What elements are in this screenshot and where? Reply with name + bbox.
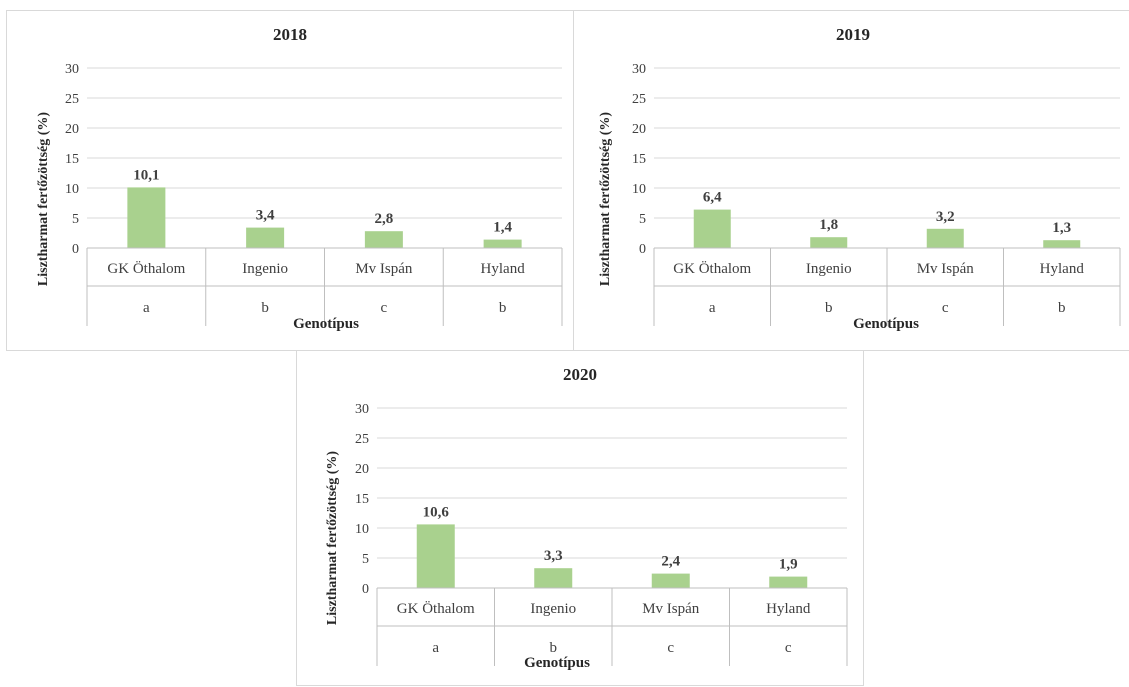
y-tick-label: 10 <box>355 522 369 537</box>
y-tick-label: 10 <box>65 182 79 197</box>
y-tick-label: 0 <box>72 242 79 257</box>
y-tick-label: 20 <box>355 462 369 477</box>
y-tick-label: 5 <box>362 552 369 567</box>
y-tick-label: 0 <box>362 582 369 597</box>
x-tick-label: Mv Ispán <box>642 601 700 617</box>
bar <box>1043 240 1081 248</box>
x-tick-label: Mv Ispán <box>917 261 975 277</box>
bar <box>926 228 964 248</box>
x-tick-label: Ingenio <box>530 601 576 617</box>
x-tick-label: Hyland <box>766 601 811 617</box>
y-tick-label: 15 <box>632 152 646 167</box>
bar-chart-2018: 0 5 10 15 20 25 30 10,1 3,4 2,8 1,4 GK Öthalom a Inge… <box>65 62 563 326</box>
y-axis-title: Lisztharmat fertőzöttség (%) <box>36 111 51 287</box>
y-tick-label: 5 <box>639 212 646 227</box>
data-label: 2,8 <box>375 211 394 227</box>
chart-title: 2019 <box>836 25 870 44</box>
x-axis-title: Genotípus <box>853 316 919 332</box>
bar <box>364 231 403 248</box>
data-label: 10,6 <box>423 504 450 520</box>
y-tick-label: 30 <box>355 402 369 417</box>
y-tick-label: 0 <box>639 242 646 257</box>
y-tick-label: 30 <box>65 62 79 77</box>
y-tick-label: 25 <box>355 432 369 447</box>
data-label: 1,9 <box>779 557 798 573</box>
group-letter: b <box>825 300 833 316</box>
data-label: 3,3 <box>544 548 563 564</box>
x-tick-label: Hyland <box>1040 261 1085 277</box>
bar <box>810 237 848 248</box>
y-tick-label: 25 <box>632 92 646 107</box>
y-tick-label: 10 <box>632 182 646 197</box>
y-axis-title: Lisztharmat fertőzöttség (%) <box>325 450 340 626</box>
group-letter: c <box>785 640 792 656</box>
data-label: 3,2 <box>936 209 955 225</box>
y-tick-label: 15 <box>65 152 79 167</box>
y-tick-label: 30 <box>632 62 646 77</box>
chart-panel-2018: 2018 0 5 10 15 20 25 30 10,1 3,4 2,8 1,4 GK Öthalom… <box>6 10 574 351</box>
bar <box>651 573 690 588</box>
x-tick-label: GK Öthalom <box>107 260 185 277</box>
y-tick-label: 5 <box>72 212 79 227</box>
x-tick-label: GK Öthalom <box>673 260 751 277</box>
chart-panel-2019: 2019 0 5 10 15 20 25 30 6,4 1,8 3,2 1,3 GK Öthalom a… <box>573 10 1129 351</box>
bar <box>534 568 573 588</box>
chart-panel-2020: 2020 0 5 10 15 20 25 30 10,6 3,3 2,4 1,9 GK Öthalom… <box>296 350 864 686</box>
data-label: 1,3 <box>1052 220 1071 236</box>
x-tick-label: Mv Ispán <box>355 261 413 277</box>
group-letter: a <box>709 300 716 316</box>
bar-chart-2020: 0 5 10 15 20 25 30 10,6 3,3 2,4 1,9 GK Öthalom a Inge… <box>355 402 848 666</box>
y-tick-label: 15 <box>355 492 369 507</box>
x-axis-title: Genotípus <box>293 316 359 332</box>
bar-chart-2019: 0 5 10 15 20 25 30 6,4 1,8 3,2 1,3 GK Öthalom a Ingen… <box>632 62 1121 326</box>
group-letter: b <box>550 640 558 656</box>
bar <box>483 239 522 248</box>
data-label: 1,4 <box>493 220 512 236</box>
x-tick-label: Ingenio <box>806 261 852 277</box>
group-letter: b <box>261 300 269 316</box>
group-letter: c <box>381 300 388 316</box>
bar <box>127 187 166 248</box>
chart-title: 2018 <box>273 25 307 44</box>
bar <box>246 227 285 248</box>
chart-title: 2020 <box>563 365 597 384</box>
y-tick-label: 20 <box>632 122 646 137</box>
x-tick-label: Ingenio <box>242 261 288 277</box>
x-axis-title: Genotípus <box>524 655 590 671</box>
data-label: 10,1 <box>133 167 159 183</box>
x-tick-label: GK Öthalom <box>397 600 475 617</box>
bar <box>769 576 808 588</box>
group-letter: a <box>432 640 439 656</box>
group-letter: c <box>667 640 674 656</box>
data-label: 1,8 <box>819 217 838 233</box>
y-axis-title: Lisztharmat fertőzöttség (%) <box>598 111 613 287</box>
data-label: 2,4 <box>661 554 680 570</box>
group-letter: b <box>499 300 507 316</box>
group-letter: c <box>942 300 949 316</box>
group-letter: a <box>143 300 150 316</box>
y-tick-label: 20 <box>65 122 79 137</box>
bar <box>416 524 455 588</box>
y-tick-label: 25 <box>65 92 79 107</box>
x-tick-label: Hyland <box>481 261 526 277</box>
data-label: 6,4 <box>703 190 722 206</box>
bar <box>693 209 731 248</box>
group-letter: b <box>1058 300 1066 316</box>
data-label: 3,4 <box>256 208 275 224</box>
